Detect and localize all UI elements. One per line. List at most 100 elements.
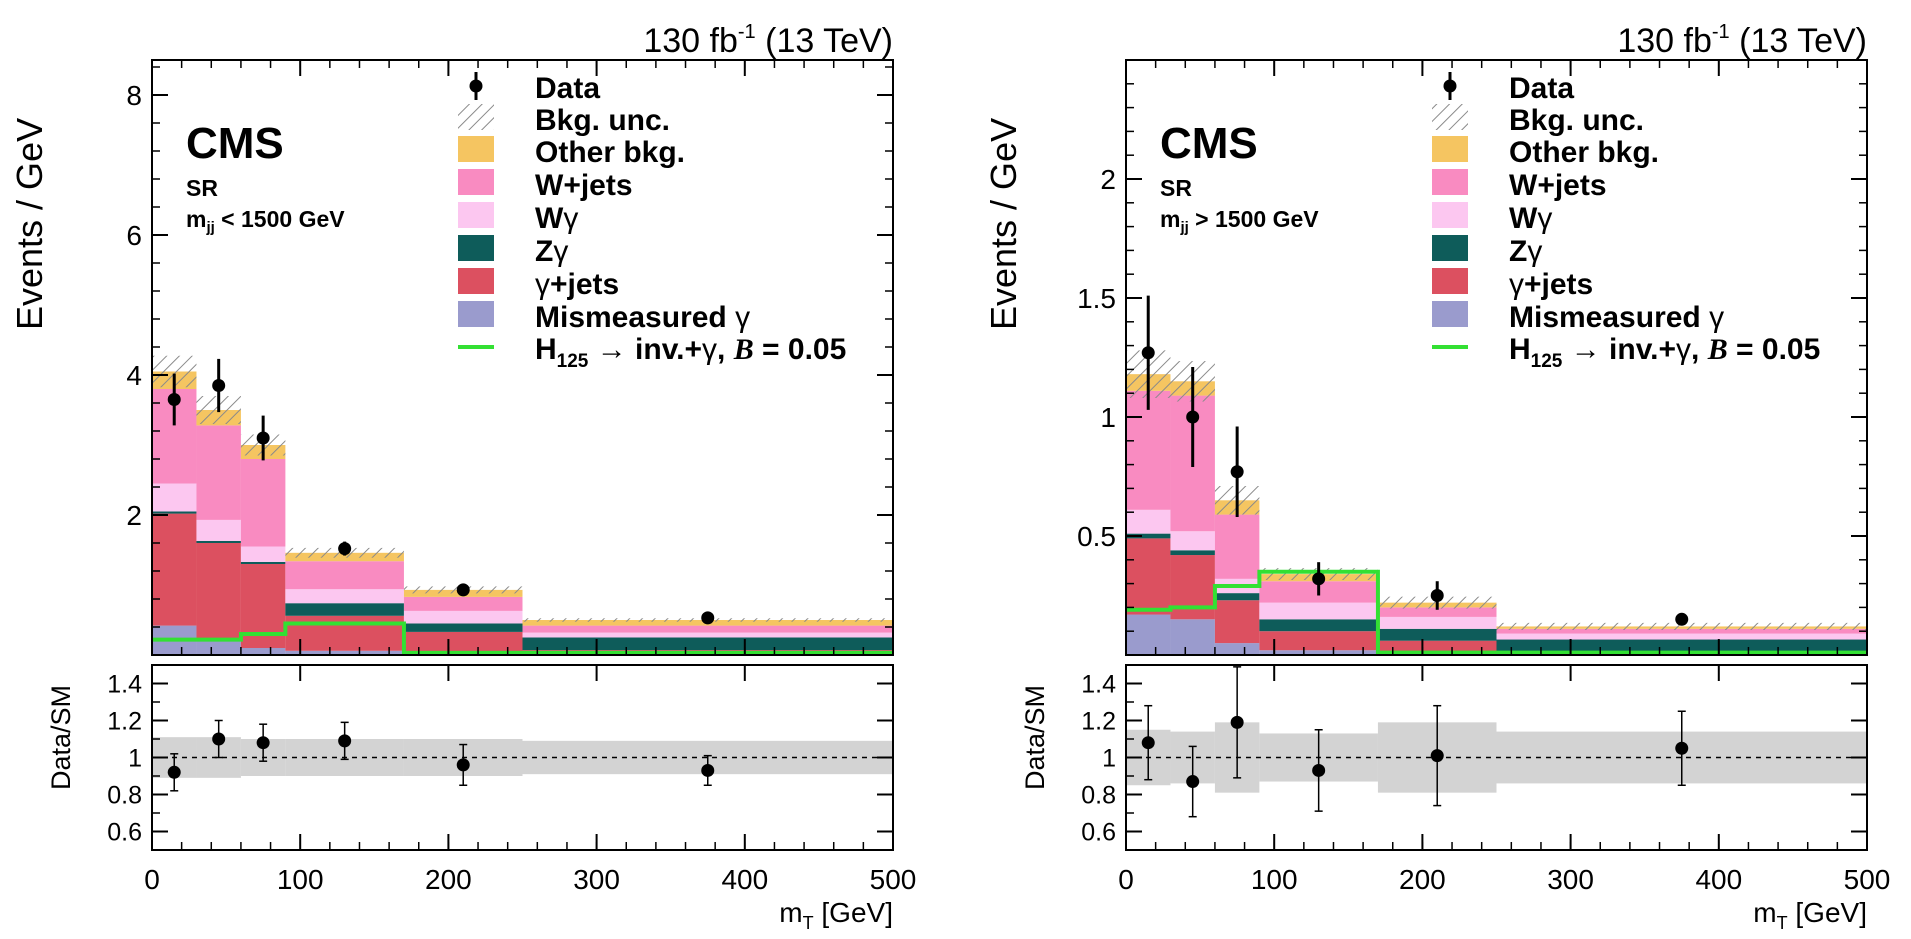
- ratio-point: [1141, 736, 1155, 750]
- stack-bar-wgamma: [1259, 602, 1378, 620]
- stack-bar-wgamma: [1377, 616, 1497, 629]
- stack-bar-zgamma: [1496, 639, 1867, 652]
- stack-bar-zgamma: [1126, 533, 1171, 539]
- ratio-y-tick-label: 0.6: [1081, 819, 1116, 847]
- legend-signal-gamma: γ: [702, 333, 717, 366]
- stack-bar-mismeasured: [285, 650, 404, 655]
- stack-bar-gjets: [403, 631, 523, 653]
- legend-signal-eq: = 0.05: [754, 333, 847, 366]
- y-tick-label: 2: [1100, 164, 1116, 195]
- legend-label-zgamma: Zγ: [535, 235, 568, 268]
- bkg-unc-band: [1496, 622, 1867, 631]
- stack-bar-wgamma: [522, 632, 893, 638]
- data-point: [1430, 589, 1444, 602]
- lumi-value: 130 fb: [1617, 22, 1712, 60]
- legend-label-gjets: γ+jets: [1509, 268, 1593, 301]
- legend-wjets-swatch: [458, 169, 494, 195]
- ratio-y-axis-title: Data/SM: [46, 685, 76, 790]
- stack-bar-gjets: [1214, 600, 1260, 644]
- legend-label-unc: Bkg. unc.: [1509, 104, 1644, 137]
- legend-label-wgamma: Wγ: [1509, 202, 1552, 235]
- selection-rel: < 1500 GeV: [215, 206, 345, 232]
- legend-label-mismeasured: Mismeasured γ: [535, 301, 750, 334]
- legend-signal-h: H: [535, 333, 557, 366]
- stack-bar-zgamma: [403, 623, 523, 632]
- legend-mismeasured-swatch: [458, 301, 494, 327]
- x-axis-title-base: m: [779, 897, 802, 928]
- stack-bar-zgamma: [1170, 550, 1215, 556]
- lumi-value: 130 fb: [643, 22, 738, 60]
- x-tick-label: 200: [1399, 864, 1446, 895]
- x-axis-title-base: m: [1753, 897, 1776, 928]
- ratio-point: [1186, 775, 1200, 789]
- ratio-y-tick-label: 0.6: [107, 819, 142, 847]
- legend-mismeasured-swatch: [1432, 301, 1468, 327]
- selection-sub: jj: [205, 219, 214, 236]
- ratio-y-tick-label: 1.2: [107, 708, 142, 736]
- data-point: [1675, 612, 1689, 626]
- data-point: [1230, 465, 1244, 479]
- ratio-point: [212, 732, 226, 746]
- stack-bar-gjets: [152, 513, 197, 626]
- selection-m: m: [186, 206, 206, 232]
- stack-bar-gjets: [1259, 631, 1378, 651]
- signal-line: [152, 621, 893, 655]
- stack-bar-mismeasured: [1170, 619, 1215, 655]
- lumi-label: 130 fb-1 (13 TeV): [643, 21, 893, 60]
- legend-signal-comma: ,: [717, 333, 734, 366]
- stack-bar-zgamma: [152, 511, 197, 514]
- x-tick-label: 400: [721, 864, 768, 895]
- selection-label: mjj > 1500 GeV: [1160, 206, 1319, 236]
- selection-rel: > 1500 GeV: [1189, 206, 1319, 232]
- stack-bar-zgamma: [1214, 593, 1260, 601]
- y-tick-label: 2: [126, 500, 142, 531]
- legend-wgamma-w: W: [1509, 202, 1538, 235]
- stack-bar-mismeasured: [1214, 643, 1260, 655]
- stack-bar-wgamma: [1170, 531, 1215, 551]
- legend-wgamma-w: W: [535, 202, 564, 235]
- stack-bar-wgamma: [196, 519, 241, 541]
- x-tick-label: 0: [1118, 864, 1134, 895]
- legend-label-wgamma: Wγ: [535, 202, 578, 235]
- ratio-y-tick-label: 1: [1102, 745, 1116, 773]
- legend-gjets-tail: +jets: [550, 268, 619, 301]
- legend-wgamma-swatch: [458, 202, 494, 228]
- y-tick-label: 1: [1100, 402, 1116, 433]
- x-tick-label: 100: [1251, 864, 1298, 895]
- y-tick-label: 6: [126, 220, 142, 251]
- stack-bar-wgamma: [403, 610, 523, 624]
- selection-label: mjj < 1500 GeV: [186, 206, 345, 236]
- legend-label-wjets: W+jets: [1509, 169, 1607, 202]
- legend-zgamma-z: Z: [535, 235, 553, 268]
- stack-bar-zgamma: [1377, 628, 1497, 641]
- x-tick-label: 500: [1844, 864, 1891, 895]
- legend-gjets-swatch: [1432, 268, 1468, 294]
- x-tick-label: 0: [144, 864, 160, 895]
- stack-bar-wjets: [196, 425, 241, 520]
- legend-unc-swatch: [458, 104, 494, 130]
- legend-signal-eq: = 0.05: [1728, 333, 1821, 366]
- ratio-y-tick-label: 1: [128, 745, 142, 773]
- legend-label-gjets: γ+jets: [535, 268, 619, 301]
- chart-panel-right: 0.5 1 1.5 2 0.6 0.8 1 1.2 1.4 0 100 200 300 400 500 Eve…: [983, 21, 1890, 933]
- stack-bar-wjets: [1126, 390, 1171, 510]
- lumi-exponent: -1: [1712, 21, 1730, 43]
- legend-wgamma-gamma: γ: [563, 202, 578, 235]
- stack-bar-wjets: [285, 561, 404, 590]
- legend-wjets-swatch: [1432, 169, 1468, 195]
- ratio-point: [1312, 763, 1326, 777]
- stack-bar-zgamma: [196, 540, 241, 543]
- x-tick-label: 200: [425, 864, 472, 895]
- legend-signal-comma: ,: [1691, 333, 1708, 366]
- legend-data-marker-dot: [469, 79, 483, 93]
- stack-bar-wjets: [522, 625, 893, 633]
- ratio-point: [167, 765, 181, 779]
- legend-mismeasured-gamma: γ: [1709, 301, 1724, 334]
- stack-bar-gjets: [1126, 538, 1171, 615]
- cms-label: CMS: [186, 119, 284, 168]
- y-tick-label: 4: [126, 360, 142, 391]
- x-tick-label: 400: [1695, 864, 1742, 895]
- data-point: [338, 542, 352, 556]
- legend-gjets-tail: +jets: [1524, 268, 1593, 301]
